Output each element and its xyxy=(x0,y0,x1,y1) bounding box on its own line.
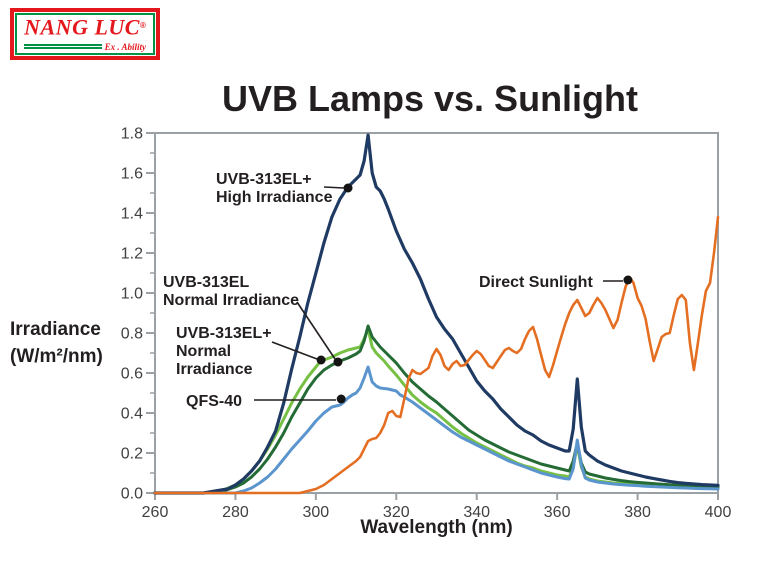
annotation-leader-uvb-313el-plus-normal xyxy=(271,341,318,360)
series-uvb-313el-plus-high xyxy=(153,133,720,495)
annotation-label-direct-sunlight: Direct Sunlight xyxy=(479,274,593,291)
registered-mark: ® xyxy=(139,21,146,31)
x-tick-label: 320 xyxy=(383,504,410,521)
annotation-label-uvb-313el-plus-normal: UVB-313EL+ Normal Irradiance xyxy=(176,325,272,378)
annotation-dot-uvb-313el-normal xyxy=(333,357,343,367)
annotation-dot-direct-sunlight xyxy=(623,275,633,285)
x-tick-label: 400 xyxy=(705,504,732,521)
y-tick-label: 0.4 xyxy=(121,406,143,423)
annotation-dot-qfs-40 xyxy=(336,394,346,404)
x-tick-label: 260 xyxy=(142,504,169,521)
annotation-label-uvb-313el-plus-high: UVB-313EL+ High Irradiance xyxy=(216,171,333,206)
logo-tagline-row: Ex . Ability xyxy=(17,42,153,52)
nang-luc-logo: NANG LUC® Ex . Ability xyxy=(10,8,160,60)
y-axis-label: Irradiance (W/m²/nm) xyxy=(10,316,103,370)
annotation-dot-uvb-313el-plus-high xyxy=(343,183,353,193)
series-uvb-313el-plus-normal xyxy=(153,327,720,495)
y-tick-label: 0.0 xyxy=(121,486,143,503)
y-tick-label: 1.8 xyxy=(121,126,143,143)
logo-tagline: Ex . Ability xyxy=(104,41,146,52)
logo-brand-name: NANG LUC xyxy=(24,14,140,40)
annotation-leader-uvb-313el-normal xyxy=(296,301,336,360)
series-direct-sunlight xyxy=(153,215,720,495)
y-tick-label: 1.6 xyxy=(121,166,143,183)
x-tick-label: 360 xyxy=(544,504,571,521)
x-tick-label: 340 xyxy=(463,504,490,521)
y-tick-label: 1.4 xyxy=(121,206,143,223)
y-tick-label: 0.2 xyxy=(121,446,143,463)
y-axis-label-line1: Irradiance xyxy=(10,319,101,340)
y-tick-label: 1.2 xyxy=(121,246,143,263)
logo-inner-frame: NANG LUC® Ex . Ability xyxy=(15,13,155,55)
annotation-label-uvb-313el-normal: UVB-313EL Normal Irradiance xyxy=(163,274,299,309)
annotation-dot-uvb-313el-plus-normal xyxy=(316,355,326,365)
y-tick-label: 0.6 xyxy=(121,366,143,383)
y-axis-label-line2: (W/m²/nm) xyxy=(10,346,103,367)
logo-rules-decoration xyxy=(24,44,102,50)
page-title: UVB Lamps vs. Sunlight xyxy=(221,78,639,120)
series-uvb-313el-normal xyxy=(153,324,720,495)
logo-name-row: NANG LUC® xyxy=(24,16,146,40)
x-tick-label: 300 xyxy=(303,504,330,521)
series-qfs-40 xyxy=(153,365,720,495)
annotation-label-qfs-40: QFS-40 xyxy=(186,393,242,410)
y-tick-label: 1.0 xyxy=(121,286,143,303)
x-axis-label: Wavelength (nm) xyxy=(360,517,513,538)
y-tick-label: 0.8 xyxy=(121,326,143,343)
annotation-leader-uvb-313el-plus-high xyxy=(323,186,345,189)
x-tick-label: 380 xyxy=(624,504,651,521)
x-tick-label: 280 xyxy=(222,504,249,521)
